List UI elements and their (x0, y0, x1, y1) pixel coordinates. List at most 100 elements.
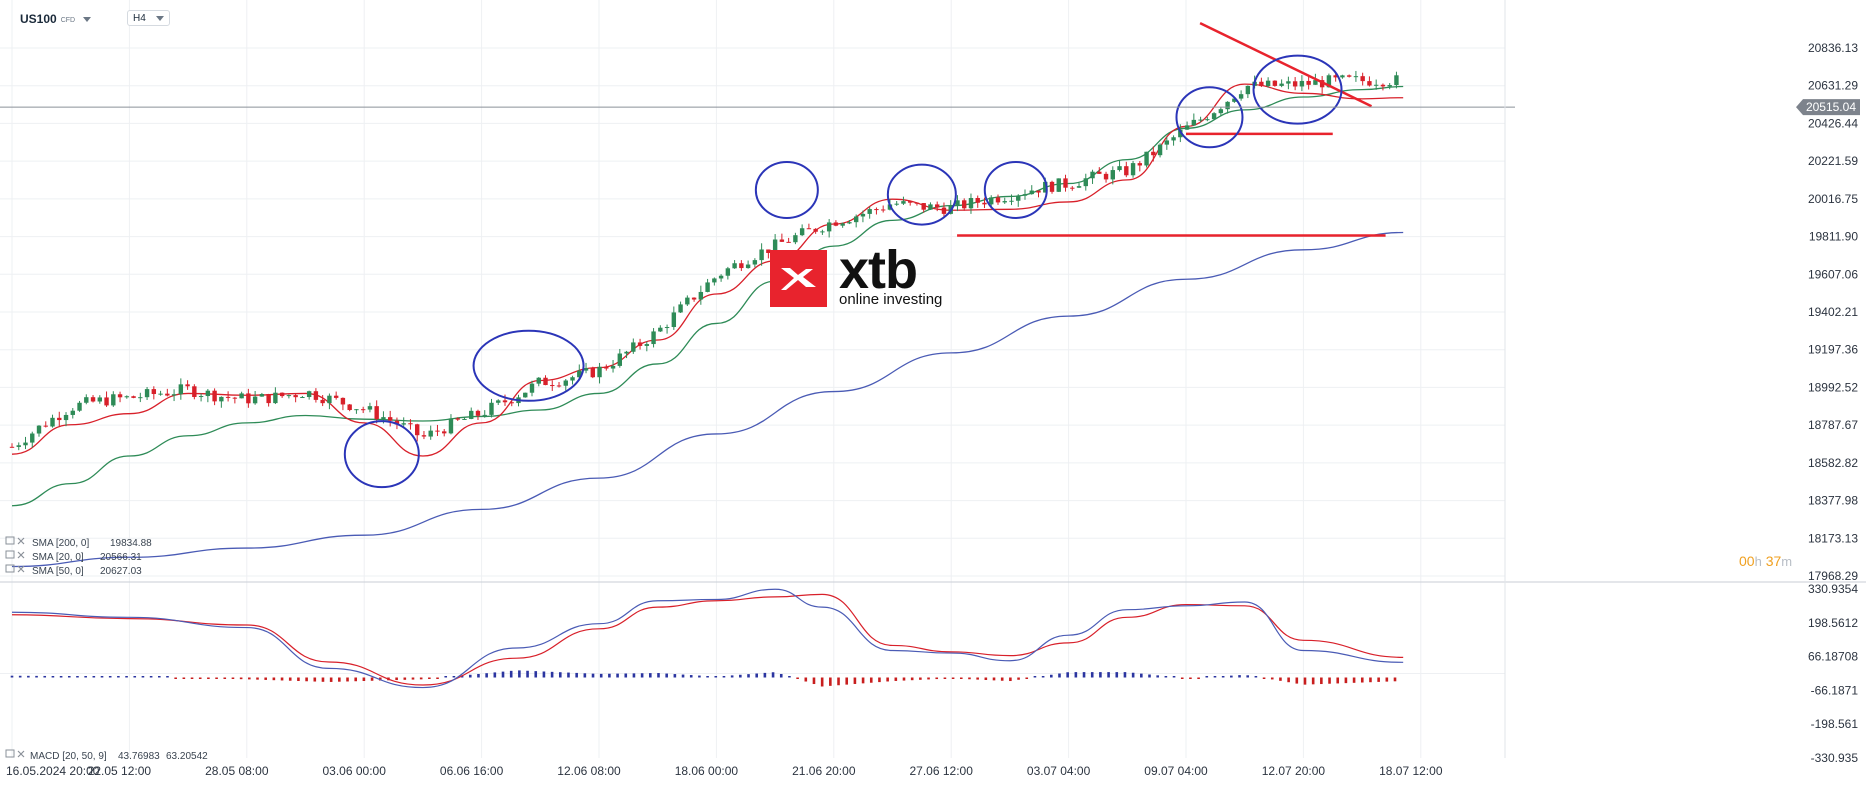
macd-histogram-bar (689, 675, 693, 678)
macd-histogram-bar (992, 677, 996, 681)
macd-histogram-bar (575, 672, 578, 678)
legend-sma-200: SMA [200, 0] 19834.88 (32, 538, 152, 549)
time-tick-label: 12.07 20:00 (1262, 764, 1326, 778)
macd-histogram-bar (861, 677, 865, 684)
macd-histogram-bar (452, 676, 456, 678)
candle-down (1036, 190, 1041, 193)
candle-up (847, 222, 852, 224)
resistance-trendline (1199, 22, 1373, 108)
candle-down (982, 202, 987, 205)
logo-name: xtb (839, 240, 918, 300)
candle-up (1022, 194, 1028, 196)
macd-histogram-bar (329, 677, 333, 682)
time-tick-label: 09.07 04:00 (1144, 764, 1208, 778)
macd-histogram-bar (788, 676, 791, 678)
macd-histogram-bar (149, 676, 153, 678)
candle-up (1056, 178, 1061, 192)
candle-down (455, 418, 460, 420)
macd-histogram-bar (1360, 677, 1364, 683)
price-tick-label: 19402.21 (1808, 305, 1858, 319)
candle-up (536, 377, 541, 384)
candle-up (1009, 200, 1014, 202)
candle-up (1090, 171, 1095, 179)
macd-histogram-bar (1205, 676, 1209, 678)
macd-histogram-bar (1287, 677, 1290, 683)
candle-down (509, 402, 514, 404)
macd-histogram-bar (133, 676, 137, 678)
macd-histogram-bar (1140, 673, 1143, 678)
candle-up (1178, 129, 1183, 138)
macd-histogram-bar (1148, 674, 1151, 678)
macd-histogram-bar (935, 677, 939, 680)
candle-up (50, 417, 55, 427)
candle-down (1049, 181, 1055, 192)
macd-histogram-bar (468, 674, 472, 678)
macd-histogram-bar (444, 676, 448, 678)
macd-histogram-bar (771, 672, 775, 678)
macd-histogram-bar (215, 677, 218, 680)
candle-up (1245, 85, 1251, 95)
macd-histogram-bar (174, 677, 177, 680)
candlestick-series (9, 70, 1399, 451)
candle-down (556, 385, 562, 387)
candle-up (259, 394, 265, 397)
macd-histogram-bar (1107, 672, 1110, 678)
macd-histogram-bar (117, 676, 120, 678)
candle-down (1333, 75, 1338, 78)
candle-down (232, 397, 238, 399)
macd-histogram-bar (518, 670, 521, 678)
candle-down (340, 397, 346, 405)
macd-histogram-bar (1033, 676, 1037, 678)
candle-up (664, 327, 670, 329)
candle-up (1076, 186, 1082, 188)
candle-up (644, 344, 650, 346)
candle-down (921, 203, 926, 210)
macd-histogram-bar (755, 673, 758, 678)
candle-down (691, 297, 697, 300)
macd-histogram-bar (403, 677, 407, 680)
macd-histogram-bar (1303, 677, 1307, 685)
candle-down (442, 431, 447, 434)
macd-histogram-bar (1082, 672, 1086, 678)
macd-histogram-bar (501, 671, 505, 678)
time-tick-label: 22.05 12:00 (88, 764, 152, 778)
candle-up (820, 231, 825, 233)
macd-histogram-bar (632, 673, 636, 678)
candle-down (374, 406, 379, 420)
macd-histogram-bar (1369, 677, 1372, 683)
timer-minutes-unit: m (1781, 554, 1793, 569)
time-tick-label: 18.07 12:00 (1379, 764, 1443, 778)
macd-histogram-bar (681, 674, 685, 678)
candle-down (1124, 166, 1129, 176)
macd-histogram-bar (878, 677, 881, 683)
candle-up (901, 201, 906, 204)
candle-up (1117, 166, 1122, 171)
x-mark-icon (781, 267, 816, 290)
candle-up (651, 331, 656, 345)
macd-histogram-bar (796, 677, 799, 680)
candle-up (401, 423, 406, 425)
close-icon (17, 537, 25, 545)
price-tick-label: 20836.13 (1808, 41, 1858, 55)
candle-up (1265, 80, 1271, 87)
macd-histogram-bar (722, 676, 726, 678)
time-tick-label: 21.06 20:00 (792, 764, 856, 778)
logo-tagline: online investing (839, 291, 943, 308)
candle-up (1002, 201, 1007, 203)
macd-histogram-bar (902, 677, 906, 681)
symbol-selector[interactable]: US100 CFD (20, 12, 92, 26)
pattern-circle (343, 420, 420, 489)
macd-tick-label: -330.935 (1811, 751, 1859, 765)
macd-histogram-bar (747, 674, 750, 678)
candle-up (1164, 140, 1170, 145)
macd-histogram-bar (1270, 677, 1274, 680)
candle-down (415, 424, 420, 436)
macd-histogram-bar (1320, 677, 1323, 685)
price-tick-label: 20016.75 (1808, 192, 1858, 206)
candle-up (732, 263, 737, 269)
candle-down (880, 209, 886, 211)
interval-select[interactable]: H4 (127, 10, 170, 26)
candle-up (198, 396, 204, 398)
macd-histogram-bar (436, 677, 439, 680)
